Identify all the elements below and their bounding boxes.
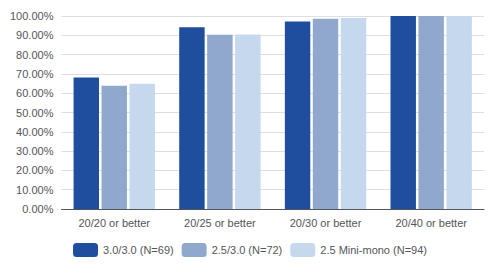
svg-text:20/40 or better: 20/40 or better (395, 217, 467, 229)
svg-text:60.00%: 60.00% (16, 87, 54, 99)
svg-text:10.00%: 10.00% (16, 184, 54, 196)
svg-text:2.5 Mini-mono (N=94): 2.5 Mini-mono (N=94) (320, 244, 427, 256)
svg-text:20/30 or better: 20/30 or better (290, 217, 362, 229)
svg-text:0.00%: 0.00% (22, 203, 53, 215)
svg-text:3.0/3.0 (N=69): 3.0/3.0 (N=69) (103, 244, 174, 256)
svg-text:100.00%: 100.00% (10, 10, 54, 22)
svg-text:80.00%: 80.00% (16, 49, 54, 61)
svg-text:20/25 or better: 20/25 or better (184, 217, 256, 229)
svg-text:20.00%: 20.00% (16, 164, 54, 176)
svg-text:20/20 or better: 20/20 or better (78, 217, 150, 229)
svg-text:2.5/3.0 (N=72): 2.5/3.0 (N=72) (212, 244, 283, 256)
svg-text:70.00%: 70.00% (16, 68, 54, 80)
svg-text:30.00%: 30.00% (16, 145, 54, 157)
svg-text:90.00%: 90.00% (16, 29, 54, 41)
svg-text:40.00%: 40.00% (16, 126, 54, 138)
svg-text:50.00%: 50.00% (16, 107, 54, 119)
